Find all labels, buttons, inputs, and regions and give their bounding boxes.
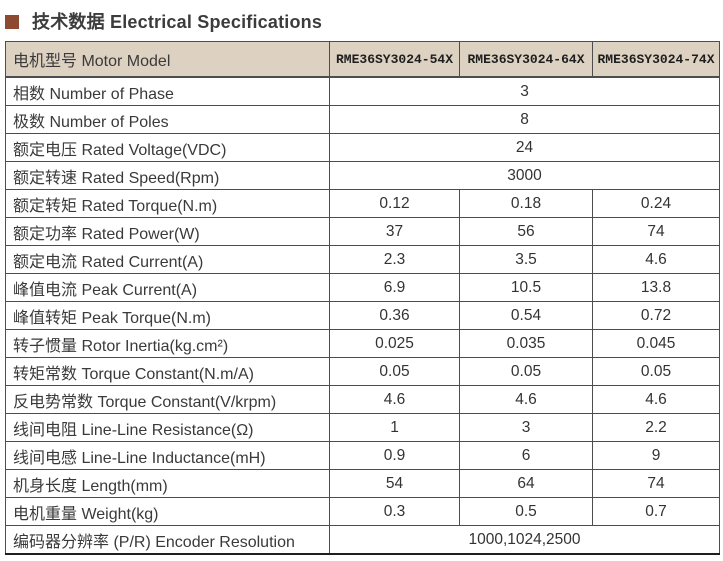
- spec-value: 4.6: [329, 385, 460, 414]
- column-header-model-64x: RME36SY3024-64X: [459, 41, 593, 78]
- spec-label: 电机重量 Weight(kg): [5, 497, 330, 526]
- spec-value: 2.3: [329, 245, 460, 274]
- spec-label: 峰值电流 Peak Current(A): [5, 273, 330, 302]
- spec-value-merged: 1000,1024,2500: [329, 525, 720, 555]
- spec-value: 3: [459, 413, 593, 442]
- row-weight: 电机重量 Weight(kg) 0.3 0.5 0.7: [5, 497, 720, 526]
- spec-label: 编码器分辨率 (P/R) Encoder Resolution: [5, 525, 330, 555]
- spec-value: 0.025: [329, 329, 460, 358]
- spec-value: 56: [459, 217, 593, 246]
- table-header-row: 电机型号 Motor Model RME36SY3024-54X RME36SY…: [5, 41, 720, 78]
- spec-value-merged: 3: [329, 76, 720, 106]
- spec-value-merged: 3000: [329, 161, 720, 190]
- spec-value: 0.36: [329, 301, 460, 330]
- page-title: 技术数据 Electrical Specifications: [32, 12, 323, 32]
- section-bullet-icon: [5, 14, 19, 29]
- spec-label: 额定转速 Rated Speed(Rpm): [5, 161, 330, 190]
- spec-label: 相数 Number of Phase: [5, 76, 330, 106]
- spec-value: 37: [329, 217, 460, 246]
- spec-table: 电机型号 Motor Model RME36SY3024-54X RME36SY…: [5, 41, 720, 555]
- spec-value: 0.7: [592, 497, 720, 526]
- row-line-line-inductance: 线间电感 Line-Line Inductance(mH) 0.9 6 9: [5, 441, 720, 470]
- row-rotor-inertia: 转子惯量 Rotor Inertia(kg.cm²) 0.025 0.035 0…: [5, 329, 720, 358]
- spec-value: 2.2: [592, 413, 720, 442]
- row-peak-torque: 峰值转矩 Peak Torque(N.m) 0.36 0.54 0.72: [5, 301, 720, 330]
- spec-value: 0.05: [329, 357, 460, 386]
- row-length: 机身长度 Length(mm) 54 64 74: [5, 469, 720, 498]
- spec-value: 54: [329, 469, 460, 498]
- spec-value: 0.3: [329, 497, 460, 526]
- spec-value: 4.6: [459, 385, 593, 414]
- spec-value: 3.5: [459, 245, 593, 274]
- spec-label: 极数 Number of Poles: [5, 105, 330, 134]
- row-peak-current: 峰值电流 Peak Current(A) 6.9 10.5 13.8: [5, 273, 720, 302]
- spec-label: 机身长度 Length(mm): [5, 469, 330, 498]
- spec-value: 0.05: [592, 357, 720, 386]
- spec-value: 0.12: [329, 189, 460, 218]
- spec-value: 0.18: [459, 189, 593, 218]
- spec-value: 0.9: [329, 441, 460, 470]
- spec-label: 额定电压 Rated Voltage(VDC): [5, 133, 330, 162]
- spec-value: 74: [592, 469, 720, 498]
- spec-value: 0.72: [592, 301, 720, 330]
- row-rated-current: 额定电流 Rated Current(A) 2.3 3.5 4.6: [5, 245, 720, 274]
- spec-value: 4.6: [592, 245, 720, 274]
- spec-label: 线间电感 Line-Line Inductance(mH): [5, 441, 330, 470]
- column-header-model-74x: RME36SY3024-74X: [592, 41, 720, 78]
- row-back-emf-constant: 反电势常数 Torque Constant(V/krpm) 4.6 4.6 4.…: [5, 385, 720, 414]
- section-header: 技术数据 Electrical Specifications: [0, 0, 723, 41]
- spec-label: 转矩常数 Torque Constant(N.m/A): [5, 357, 330, 386]
- spec-value: 74: [592, 217, 720, 246]
- spec-label: 线间电阻 Line-Line Resistance(Ω): [5, 413, 330, 442]
- column-header-motor-model: 电机型号 Motor Model: [5, 41, 330, 78]
- spec-label: 额定电流 Rated Current(A): [5, 245, 330, 274]
- spec-label: 转子惯量 Rotor Inertia(kg.cm²): [5, 329, 330, 358]
- spec-label: 额定功率 Rated Power(W): [5, 217, 330, 246]
- row-rated-torque: 额定转矩 Rated Torque(N.m) 0.12 0.18 0.24: [5, 189, 720, 218]
- spec-label: 峰值转矩 Peak Torque(N.m): [5, 301, 330, 330]
- row-rated-speed: 额定转速 Rated Speed(Rpm) 3000: [5, 161, 720, 190]
- row-encoder-resolution: 编码器分辨率 (P/R) Encoder Resolution 1000,102…: [5, 525, 720, 555]
- spec-value-merged: 24: [329, 133, 720, 162]
- row-torque-constant: 转矩常数 Torque Constant(N.m/A) 0.05 0.05 0.…: [5, 357, 720, 386]
- spec-value: 64: [459, 469, 593, 498]
- row-rated-power: 额定功率 Rated Power(W) 37 56 74: [5, 217, 720, 246]
- row-number-of-poles: 极数 Number of Poles 8: [5, 105, 720, 134]
- spec-value: 1: [329, 413, 460, 442]
- spec-value: 10.5: [459, 273, 593, 302]
- spec-value: 0.05: [459, 357, 593, 386]
- spec-value: 0.54: [459, 301, 593, 330]
- row-line-line-resistance: 线间电阻 Line-Line Resistance(Ω) 1 3 2.2: [5, 413, 720, 442]
- spec-value: 0.035: [459, 329, 593, 358]
- spec-value: 4.6: [592, 385, 720, 414]
- spec-value: 0.5: [459, 497, 593, 526]
- spec-label: 额定转矩 Rated Torque(N.m): [5, 189, 330, 218]
- spec-value: 6: [459, 441, 593, 470]
- row-number-of-phase: 相数 Number of Phase 3: [5, 76, 720, 106]
- row-rated-voltage: 额定电压 Rated Voltage(VDC) 24: [5, 133, 720, 162]
- spec-value: 13.8: [592, 273, 720, 302]
- spec-value: 9: [592, 441, 720, 470]
- spec-value: 6.9: [329, 273, 460, 302]
- spec-value: 0.045: [592, 329, 720, 358]
- spec-value: 0.24: [592, 189, 720, 218]
- spec-label: 反电势常数 Torque Constant(V/krpm): [5, 385, 330, 414]
- spec-value-merged: 8: [329, 105, 720, 134]
- column-header-model-54x: RME36SY3024-54X: [329, 41, 460, 78]
